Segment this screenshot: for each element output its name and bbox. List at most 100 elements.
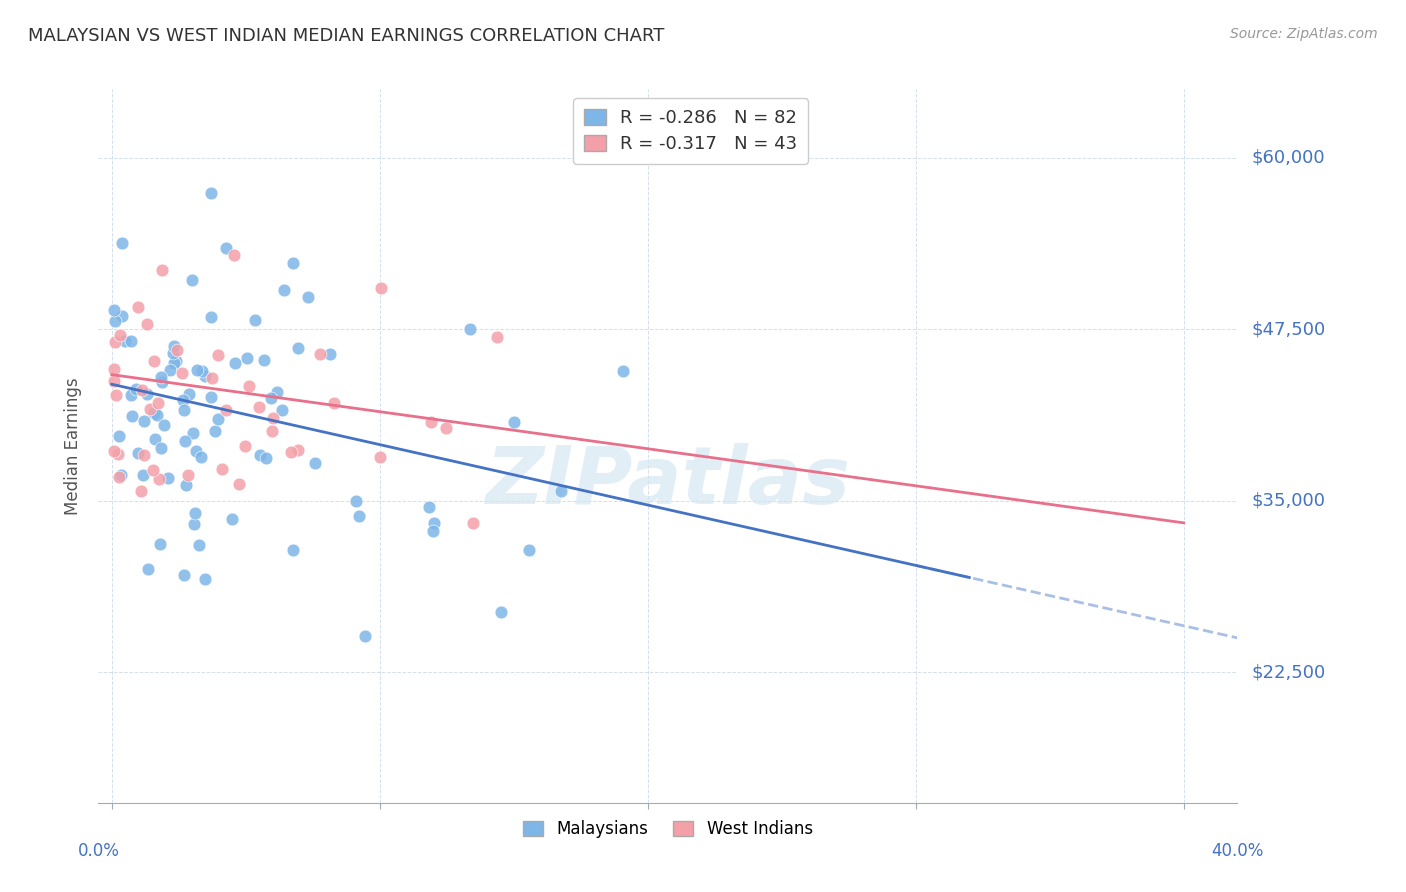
Point (135, 318, 157, 332)
Point (172, 393, 194, 408)
Point (120, 387, 142, 401)
Point (304, 456, 326, 470)
Point (163, 339, 186, 353)
Text: 0.0%: 0.0% (77, 842, 120, 860)
Point (173, 403, 195, 417)
Point (260, 424, 283, 438)
Point (110, 328, 132, 343)
Point (108, 429, 131, 443)
Point (181, 425, 204, 440)
Point (131, 384, 153, 398)
Point (135, 387, 157, 401)
Point (111, 309, 134, 323)
Point (221, 511, 243, 525)
Point (235, 351, 257, 365)
Point (215, 403, 238, 417)
Point (190, 450, 212, 464)
Point (150, 375, 173, 389)
Point (183, 516, 205, 531)
Point (150, 441, 173, 455)
Point (184, 507, 207, 521)
Point (550, 483, 572, 498)
Point (146, 408, 169, 422)
Point (271, 403, 294, 417)
Point (309, 347, 332, 361)
Point (148, 472, 170, 486)
Point (460, 322, 482, 336)
Point (228, 476, 250, 491)
Point (136, 562, 159, 576)
Point (114, 334, 136, 348)
Point (179, 386, 201, 401)
Point (150, 263, 173, 277)
Point (281, 256, 304, 270)
Point (194, 369, 217, 384)
Point (247, 400, 270, 414)
Point (143, 433, 166, 447)
Point (159, 363, 181, 377)
Point (283, 543, 305, 558)
Point (517, 543, 540, 558)
Point (132, 414, 155, 428)
Point (104, 387, 127, 401)
Point (103, 374, 125, 388)
Point (204, 424, 226, 438)
Point (166, 343, 188, 358)
Point (612, 364, 634, 378)
Point (181, 273, 204, 287)
Point (319, 347, 342, 361)
Point (111, 236, 134, 251)
Point (420, 415, 443, 429)
Point (176, 477, 198, 491)
Point (149, 537, 172, 551)
Point (139, 401, 162, 416)
Point (486, 329, 509, 343)
Text: $47,500: $47,500 (1251, 320, 1326, 338)
Point (187, 538, 209, 552)
Point (502, 415, 524, 429)
Y-axis label: Median Earnings: Median Earnings (65, 377, 83, 515)
Text: $22,500: $22,500 (1251, 664, 1326, 681)
Point (173, 568, 195, 582)
Point (245, 312, 267, 326)
Point (200, 390, 222, 404)
Point (162, 346, 184, 360)
Point (104, 335, 127, 350)
Point (170, 366, 193, 380)
Point (194, 572, 217, 586)
Point (463, 516, 485, 530)
Text: MALAYSIAN VS WEST INDIAN MEDIAN EARNINGS CORRELATION CHART: MALAYSIAN VS WEST INDIAN MEDIAN EARNINGS… (28, 27, 665, 45)
Point (370, 280, 392, 294)
Text: 40.0%: 40.0% (1211, 842, 1264, 860)
Point (142, 462, 165, 476)
Point (347, 508, 370, 523)
Text: ZIPatlas: ZIPatlas (485, 442, 851, 521)
Legend: Malaysians, West Indians: Malaysians, West Indians (516, 814, 820, 845)
Text: $60,000: $60,000 (1251, 149, 1324, 167)
Point (280, 445, 302, 459)
Point (253, 353, 276, 368)
Point (125, 382, 148, 396)
Point (150, 369, 173, 384)
Point (186, 363, 208, 377)
Point (297, 290, 319, 304)
Point (146, 396, 169, 410)
Point (107, 447, 129, 461)
Point (191, 364, 214, 378)
Point (207, 412, 229, 426)
Point (344, 494, 367, 508)
Point (153, 417, 176, 432)
Point (129, 484, 152, 499)
Point (423, 516, 446, 531)
Point (120, 334, 142, 349)
Point (157, 471, 180, 485)
Point (322, 396, 344, 410)
Point (266, 384, 288, 399)
Point (200, 310, 222, 325)
Point (177, 467, 200, 482)
Point (262, 410, 284, 425)
Point (353, 630, 375, 644)
Point (103, 362, 125, 376)
Point (104, 314, 127, 328)
Point (418, 500, 440, 514)
